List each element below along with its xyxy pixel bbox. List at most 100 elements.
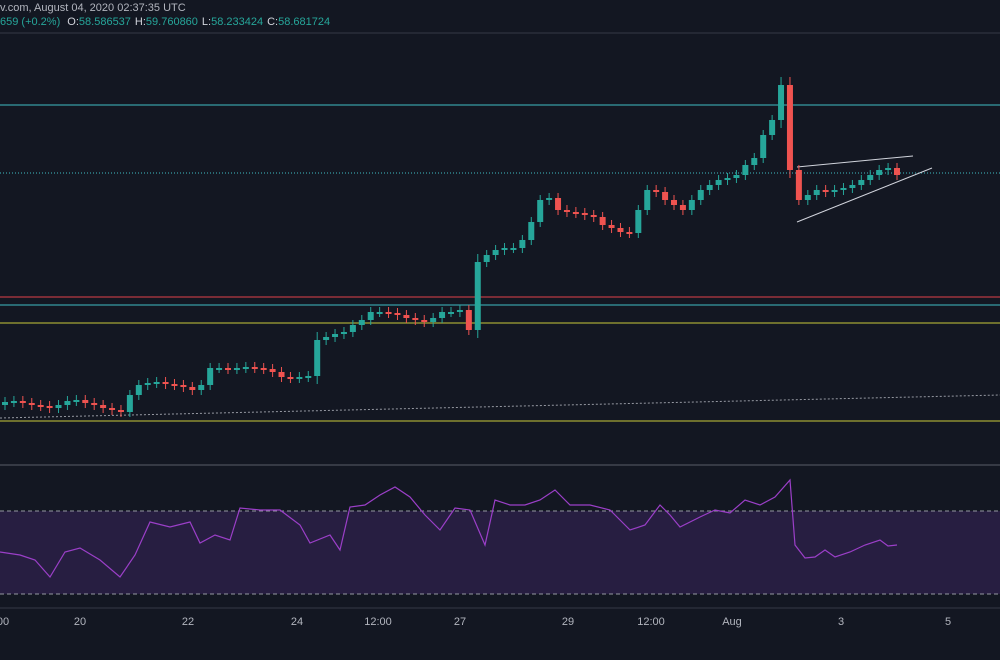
- candle-body: [100, 405, 107, 408]
- candle-body: [37, 405, 44, 407]
- candle-body: [724, 178, 731, 180]
- candle-body: [10, 401, 17, 403]
- candle-body: [153, 382, 160, 384]
- triangle-line: [796, 155, 914, 168]
- candle-body: [563, 210, 570, 212]
- candle-body: [28, 403, 35, 405]
- time-label: 27: [454, 616, 466, 628]
- candle-body: [510, 248, 517, 250]
- candle-body: [894, 168, 900, 175]
- time-axis: 00 20 22 24 12:00 27 29 12:00 Aug 3 5: [0, 616, 951, 628]
- candle-body: [216, 368, 223, 370]
- rsi-line: [0, 478, 898, 579]
- candle-body: [269, 369, 276, 372]
- candle-body: [2, 402, 8, 405]
- candle-body: [135, 385, 142, 395]
- candle-body: [19, 401, 26, 403]
- ohlc-value: 58.681724: [278, 16, 330, 28]
- candle-body: [456, 310, 463, 312]
- candle-body: [180, 385, 187, 387]
- candle-body: [171, 384, 178, 386]
- candle-body: [109, 408, 116, 410]
- candle-body: [305, 376, 312, 378]
- candle-body: [421, 320, 428, 322]
- candle-body: [394, 313, 401, 315]
- candle-body: [430, 318, 437, 322]
- candle-body: [465, 310, 472, 330]
- candle-body: [786, 85, 793, 170]
- candle-body: [617, 228, 624, 232]
- candle-body: [831, 190, 838, 192]
- candle-body: [189, 387, 196, 390]
- triangle-line: [796, 167, 933, 223]
- time-label: 20: [74, 616, 86, 628]
- candle-body: [278, 372, 285, 377]
- candle-body: [403, 315, 410, 318]
- candle-body: [679, 205, 686, 210]
- candle-body: [644, 190, 651, 210]
- candle-body: [590, 215, 597, 217]
- candle-body: [340, 332, 347, 334]
- time-label: 5: [945, 616, 951, 628]
- candle-body: [537, 200, 544, 222]
- candle-body: [260, 368, 267, 370]
- candle-body: [599, 217, 606, 225]
- candle-body: [760, 135, 767, 158]
- candle-body: [858, 180, 865, 185]
- candle-body: [715, 180, 722, 185]
- candle-body: [653, 190, 660, 192]
- candle-body: [778, 85, 785, 120]
- candle-body: [885, 168, 892, 170]
- candle-body: [867, 175, 874, 180]
- candle-body: [144, 383, 151, 385]
- candle-body: [635, 210, 642, 233]
- candle-body: [233, 368, 240, 370]
- candle-body: [849, 185, 856, 188]
- candle-body: [367, 312, 374, 320]
- candle-body: [733, 175, 740, 178]
- candle-body: [688, 200, 695, 210]
- header-title: v.com, August 04, 2020 02:37:35 UTC: [0, 2, 186, 14]
- candle-body: [555, 198, 562, 210]
- candle-body: [385, 312, 392, 314]
- time-label: 3: [838, 616, 844, 628]
- ohlc-key: H:: [135, 16, 146, 28]
- candle-body: [840, 188, 847, 190]
- candle-body: [198, 385, 205, 390]
- ohlc-key: L:: [202, 16, 211, 28]
- candle-body: [207, 368, 214, 385]
- candle-body: [242, 367, 249, 369]
- time-label: 00: [0, 616, 9, 628]
- trend-line: [0, 394, 1000, 419]
- candle-body: [287, 377, 294, 379]
- candle-body: [671, 200, 677, 205]
- candle-body: [474, 262, 481, 330]
- candle-body: [804, 195, 811, 200]
- candle-body: [332, 334, 339, 337]
- candle-body: [519, 240, 526, 248]
- time-label: 22: [182, 616, 194, 628]
- candle-body: [492, 250, 499, 255]
- time-label: 24: [291, 616, 303, 628]
- candle-body: [795, 170, 802, 200]
- candle-body: [349, 325, 356, 332]
- candle-body: [358, 320, 365, 325]
- candle-body: [251, 367, 258, 369]
- candle-body: [581, 213, 588, 215]
- candle-body: [662, 192, 669, 200]
- candle-body: [546, 198, 553, 200]
- candle-body: [55, 405, 62, 408]
- candle-body: [117, 410, 124, 412]
- candle-body: [126, 395, 133, 412]
- candle-body: [412, 318, 419, 320]
- candle-body: [608, 225, 615, 228]
- ohlc-value: 58.233424: [211, 16, 263, 28]
- candle-body: [528, 222, 535, 240]
- candle-body: [813, 190, 820, 195]
- candle-body: [697, 190, 704, 200]
- candle-body: [706, 185, 713, 190]
- ohlc-key: C:: [267, 16, 278, 28]
- candle-body: [162, 382, 169, 384]
- candle-body: [376, 312, 383, 314]
- candle-body: [876, 170, 883, 175]
